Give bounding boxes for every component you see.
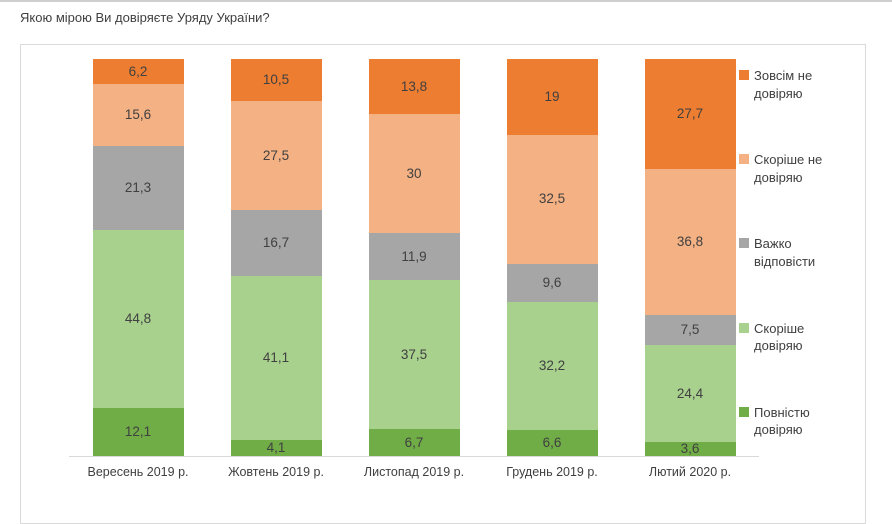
bar-segment: 12,1 <box>92 407 184 456</box>
data-label: 12,1 <box>124 424 152 440</box>
bar-segment: 10,5 <box>230 59 322 101</box>
legend-swatch-icon <box>739 406 749 417</box>
x-axis-label: Жовтень 2019 р. <box>228 465 324 479</box>
bar-column: 19 32,5 9,6 32,2 6,6 <box>506 59 598 457</box>
data-label: 4,1 <box>266 440 286 456</box>
x-axis-label: Лютий 2020 р. <box>648 465 732 479</box>
legend-label: Зовсім не довіряю <box>754 68 813 101</box>
bar-segment: 13,8 <box>368 59 460 114</box>
bar-column: 27,7 36,8 7,5 24,4 3,6 <box>644 59 736 457</box>
legend-label: Повністю довіряю <box>754 404 810 438</box>
data-label: 3,6 <box>680 441 700 457</box>
bar-segment: 27,5 <box>230 100 322 211</box>
data-label: 24,4 <box>676 385 704 401</box>
x-axis: Вересень 2019 р. Жовтень 2019 р. Листопа… <box>69 465 759 479</box>
data-label: 15,6 <box>124 106 152 122</box>
bar-segment: 3,6 <box>644 441 736 457</box>
chart-title: Якою мірою Ви довіряєте Уряду України? <box>20 10 270 25</box>
bar-segment: 4,1 <box>230 439 322 456</box>
bar-segment: 32,2 <box>506 301 598 430</box>
data-label: 13,8 <box>400 78 428 94</box>
data-label: 7,5 <box>680 322 700 338</box>
bar-segment: 41,1 <box>230 276 322 440</box>
bar-segment: 44,8 <box>92 230 184 408</box>
data-label: 30 <box>406 165 422 181</box>
chart-area: 6,2 15,6 21,3 44,8 12,1 10,5 27,5 16,7 4… <box>20 44 866 524</box>
data-label: 41,1 <box>262 350 290 366</box>
legend: Зовсім не довіряю Скоріше не довіряю Важ… <box>739 67 847 439</box>
bar-segment: 15,6 <box>92 83 184 146</box>
legend-item: Скоріше не довіряю <box>739 151 847 186</box>
x-axis-label: Вересень 2019 р. <box>87 465 189 479</box>
data-label: 32,5 <box>538 191 566 207</box>
legend-label: Скоріше не довіряю <box>754 152 823 185</box>
data-label: 6,6 <box>542 435 562 451</box>
bar-segment: 30 <box>368 113 460 234</box>
data-label: 19 <box>544 89 560 104</box>
legend-swatch-icon <box>739 322 749 333</box>
legend-item: Повністю довіряю <box>739 404 847 439</box>
bar-segment: 9,6 <box>506 263 598 302</box>
data-label: 44,8 <box>124 311 152 327</box>
bar-segment: 37,5 <box>368 280 460 430</box>
legend-label: Скоріше довіряю <box>754 320 805 354</box>
data-label: 6,2 <box>128 63 148 79</box>
bar-segment: 7,5 <box>644 315 736 345</box>
data-label: 10,5 <box>262 72 290 88</box>
x-axis-label: Грудень 2019 р. <box>506 465 598 479</box>
data-label: 36,8 <box>676 234 704 250</box>
bar-segment: 11,9 <box>368 233 460 281</box>
data-label: 16,7 <box>262 235 290 251</box>
bar-segment: 32,5 <box>506 134 598 264</box>
legend-swatch-icon <box>739 70 749 80</box>
bar-segment: 6,6 <box>506 429 598 457</box>
legend-item: Скоріше довіряю <box>739 320 847 355</box>
bar-segment: 16,7 <box>230 210 322 277</box>
data-label: 27,7 <box>676 106 704 122</box>
data-label: 37,5 <box>400 347 428 363</box>
legend-item: Зовсім не довіряю <box>739 67 847 102</box>
bar-column: 6,2 15,6 21,3 44,8 12,1 <box>92 59 184 456</box>
legend-swatch-icon <box>739 238 749 249</box>
legend-label: Важко відповісти <box>754 236 816 269</box>
x-axis-label: Листопад 2019 р. <box>363 465 465 479</box>
plot-area: 6,2 15,6 21,3 44,8 12,1 10,5 27,5 16,7 4… <box>69 59 759 457</box>
bar-segment: 27,7 <box>644 59 736 169</box>
legend-swatch-icon <box>739 154 749 165</box>
data-label: 21,3 <box>124 180 152 196</box>
bar-segment: 21,3 <box>92 145 184 231</box>
bar-segment: 24,4 <box>644 344 736 442</box>
data-label: 6,7 <box>404 434 424 450</box>
top-divider <box>0 0 892 2</box>
bar-segment: 6,2 <box>92 59 184 84</box>
bar-column: 13,8 30 11,9 37,5 6,7 <box>368 59 460 457</box>
legend-item: Важко відповісти <box>739 235 847 270</box>
data-label: 27,5 <box>262 147 290 163</box>
bar-column: 10,5 27,5 16,7 41,1 4,1 <box>230 59 322 456</box>
bar-segment: 19 <box>506 59 598 135</box>
bar-segment: 6,7 <box>368 429 460 457</box>
data-label: 32,2 <box>538 358 566 374</box>
data-label: 11,9 <box>401 248 427 264</box>
bar-segment: 36,8 <box>644 168 736 316</box>
data-label: 9,6 <box>542 274 562 290</box>
